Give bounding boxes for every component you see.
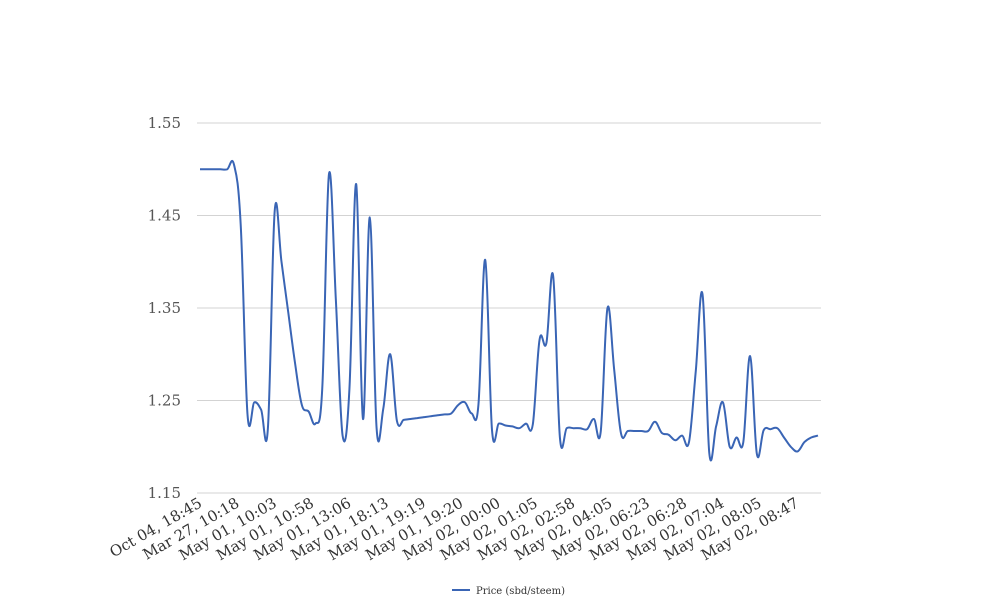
y-axis-tick-labels: 1.55 1.45 1.35 1.25 1.15 (148, 114, 181, 502)
price-series-line (200, 159, 819, 462)
y-tick-label: 1.25 (148, 392, 181, 410)
y-tick-label: 1.45 (148, 207, 181, 225)
legend-label: Price (sbd/steem) (476, 586, 565, 597)
legend[interactable]: Price (sbd/steem) (452, 586, 565, 597)
y-tick-label: 1.15 (148, 484, 181, 502)
y-tick-label: 1.55 (148, 114, 181, 132)
y-tick-label: 1.35 (148, 299, 181, 317)
